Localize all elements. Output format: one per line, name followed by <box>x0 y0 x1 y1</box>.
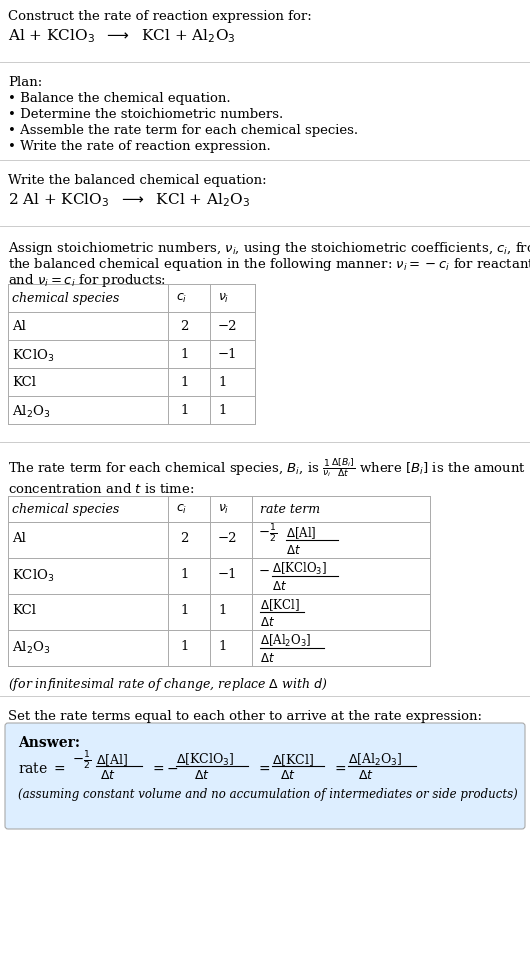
Text: (assuming constant volume and no accumulation of intermediates or side products): (assuming constant volume and no accumul… <box>18 788 518 801</box>
Text: $\Delta$[Al]: $\Delta$[Al] <box>96 752 128 768</box>
Text: chemical species: chemical species <box>12 292 119 305</box>
Text: Write the balanced chemical equation:: Write the balanced chemical equation: <box>8 174 267 187</box>
Text: the balanced chemical equation in the following manner: $\nu_i = -c_i$ for react: the balanced chemical equation in the fo… <box>8 256 530 273</box>
Text: 1: 1 <box>180 376 188 389</box>
Text: • Write the rate of reaction expression.: • Write the rate of reaction expression. <box>8 140 271 153</box>
Text: $\Delta t$: $\Delta t$ <box>286 544 301 557</box>
Text: KCl: KCl <box>12 604 36 617</box>
Text: $\Delta t$: $\Delta t$ <box>100 769 116 782</box>
Text: 1: 1 <box>218 604 226 617</box>
Text: Al$_2$O$_3$: Al$_2$O$_3$ <box>12 640 50 656</box>
Text: −1: −1 <box>218 348 237 361</box>
Text: $=$: $=$ <box>332 761 347 775</box>
Text: KCl: KCl <box>12 376 36 389</box>
Text: $\Delta$[KCl]: $\Delta$[KCl] <box>272 752 314 768</box>
Text: • Assemble the rate term for each chemical species.: • Assemble the rate term for each chemic… <box>8 124 358 137</box>
Text: $\Delta t$: $\Delta t$ <box>272 580 287 593</box>
Text: rate term: rate term <box>260 503 320 516</box>
Text: $\Delta$[Al$_2$O$_3$]: $\Delta$[Al$_2$O$_3$] <box>260 633 312 649</box>
Text: (for infinitesimal rate of change, replace $\Delta$ with $d$): (for infinitesimal rate of change, repla… <box>8 676 328 693</box>
Text: Construct the rate of reaction expression for:: Construct the rate of reaction expressio… <box>8 10 312 23</box>
Text: −2: −2 <box>218 532 237 545</box>
Text: $-\frac{1}{2}$: $-\frac{1}{2}$ <box>72 750 91 772</box>
Text: $\Delta t$: $\Delta t$ <box>358 769 374 782</box>
Text: $=$: $=$ <box>256 761 271 775</box>
Text: $c_i$: $c_i$ <box>176 503 187 516</box>
Text: $\Delta t$: $\Delta t$ <box>194 769 210 782</box>
Text: 1: 1 <box>180 348 188 361</box>
Text: $\nu_i$: $\nu_i$ <box>218 292 229 305</box>
Text: $=$: $=$ <box>150 761 165 775</box>
Text: 2: 2 <box>180 532 188 545</box>
FancyBboxPatch shape <box>5 723 525 829</box>
Text: $\Delta$[KClO$_3$]: $\Delta$[KClO$_3$] <box>272 561 327 577</box>
Text: $\Delta$[Al]: $\Delta$[Al] <box>286 525 316 541</box>
Text: 1: 1 <box>180 568 188 581</box>
Text: rate $=$: rate $=$ <box>18 761 66 776</box>
Text: 1: 1 <box>218 376 226 389</box>
Text: chemical species: chemical species <box>12 503 119 516</box>
Text: −2: −2 <box>218 320 237 333</box>
Text: $-$: $-$ <box>166 761 178 775</box>
Text: The rate term for each chemical species, $B_i$, is $\frac{1}{\nu_i}\frac{\Delta[: The rate term for each chemical species,… <box>8 456 526 479</box>
Text: $\Delta t$: $\Delta t$ <box>260 652 275 665</box>
Text: $\Delta$[KClO$_3$]: $\Delta$[KClO$_3$] <box>176 752 234 768</box>
Text: Al$_2$O$_3$: Al$_2$O$_3$ <box>12 404 50 420</box>
Text: 2 Al + KClO$_3$  $\longrightarrow$  KCl + Al$_2$O$_3$: 2 Al + KClO$_3$ $\longrightarrow$ KCl + … <box>8 191 250 209</box>
Text: Assign stoichiometric numbers, $\nu_i$, using the stoichiometric coefficients, $: Assign stoichiometric numbers, $\nu_i$, … <box>8 240 530 257</box>
Text: KClO$_3$: KClO$_3$ <box>12 568 55 584</box>
Text: Answer:: Answer: <box>18 736 80 750</box>
Text: $\Delta t$: $\Delta t$ <box>260 616 275 629</box>
Text: $\Delta$[KCl]: $\Delta$[KCl] <box>260 597 300 613</box>
Text: Al: Al <box>12 532 26 545</box>
Text: • Balance the chemical equation.: • Balance the chemical equation. <box>8 92 231 105</box>
Text: −1: −1 <box>218 568 237 581</box>
Text: 1: 1 <box>218 640 226 653</box>
Text: $c_i$: $c_i$ <box>176 292 187 305</box>
Text: 1: 1 <box>180 640 188 653</box>
Text: concentration and $t$ is time:: concentration and $t$ is time: <box>8 482 195 496</box>
Text: Set the rate terms equal to each other to arrive at the rate expression:: Set the rate terms equal to each other t… <box>8 710 482 723</box>
Text: $-\frac{1}{2}$: $-\frac{1}{2}$ <box>258 523 277 545</box>
Text: Al + KClO$_3$  $\longrightarrow$  KCl + Al$_2$O$_3$: Al + KClO$_3$ $\longrightarrow$ KCl + Al… <box>8 27 236 45</box>
Text: Al: Al <box>12 320 26 333</box>
Text: Plan:: Plan: <box>8 76 42 89</box>
Text: 2: 2 <box>180 320 188 333</box>
Text: KClO$_3$: KClO$_3$ <box>12 348 55 364</box>
Text: and $\nu_i = c_i$ for products:: and $\nu_i = c_i$ for products: <box>8 272 166 289</box>
Text: $\Delta t$: $\Delta t$ <box>280 769 296 782</box>
Text: • Determine the stoichiometric numbers.: • Determine the stoichiometric numbers. <box>8 108 283 121</box>
Text: 1: 1 <box>180 604 188 617</box>
Text: $\nu_i$: $\nu_i$ <box>218 503 229 516</box>
Text: 1: 1 <box>218 404 226 417</box>
Text: 1: 1 <box>180 404 188 417</box>
Text: $\Delta$[Al$_2$O$_3$]: $\Delta$[Al$_2$O$_3$] <box>348 752 402 768</box>
Text: $-$: $-$ <box>258 563 270 577</box>
